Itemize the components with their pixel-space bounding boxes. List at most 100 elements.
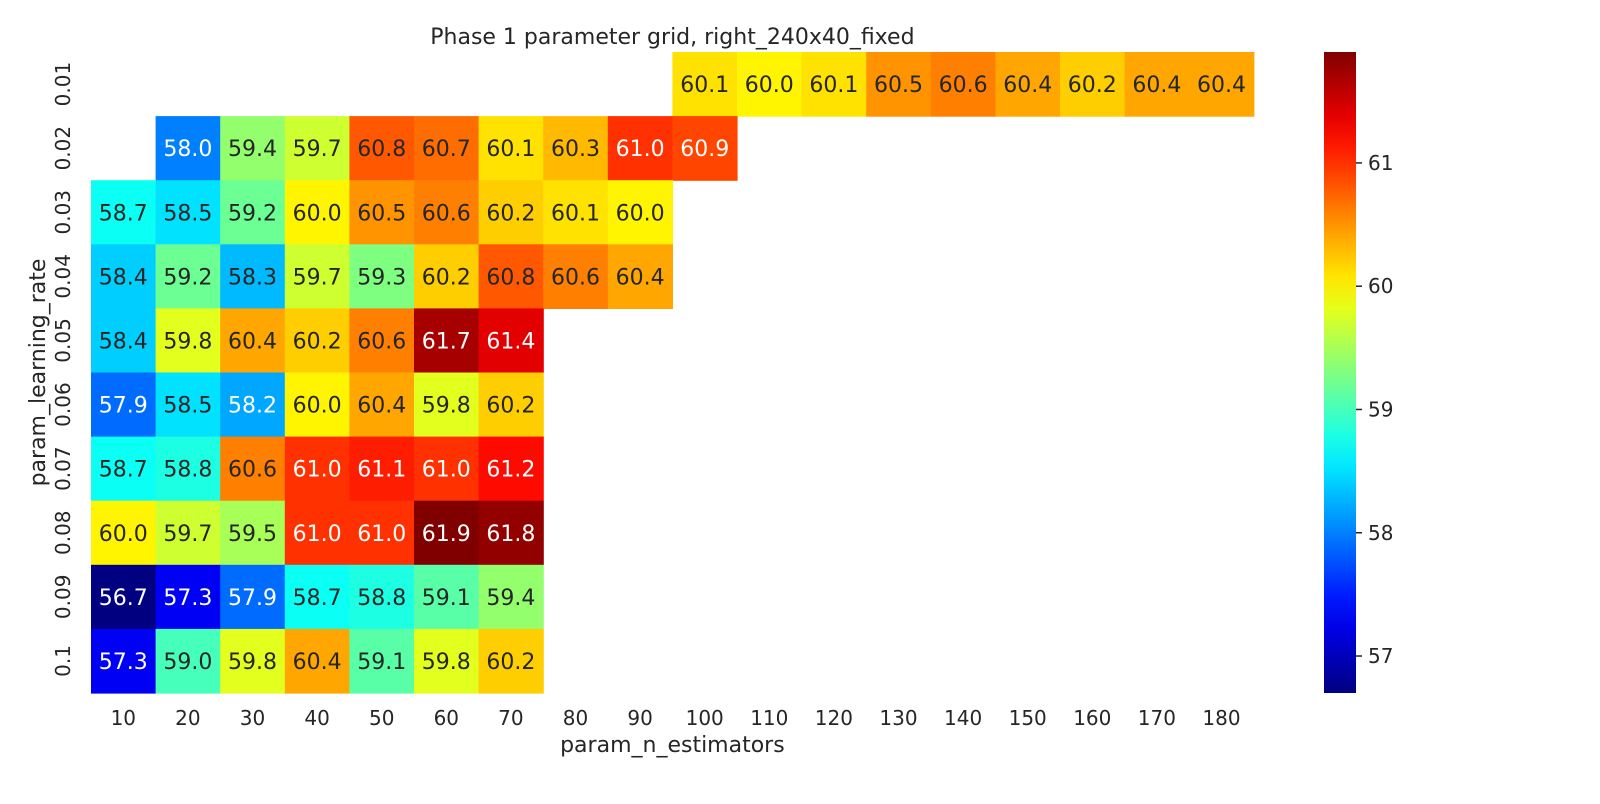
- heatmap-cell: [607, 180, 673, 245]
- heatmap-cell: [414, 308, 480, 374]
- cell-value-label: 61.0: [293, 522, 342, 547]
- heatmap-cell: [220, 436, 286, 502]
- cell-value-label: 59.2: [228, 201, 277, 226]
- cell-value-label: 60.0: [293, 394, 342, 419]
- cell-value-label: 59.2: [163, 265, 212, 290]
- y-tick-label: 0.05: [51, 318, 75, 363]
- cell-value-label: 59.7: [293, 137, 342, 162]
- heatmap-cell: [155, 180, 221, 245]
- x-tick-label: 120: [815, 706, 853, 730]
- cell-value-label: 60.8: [486, 265, 535, 290]
- heatmap-cell: [1124, 52, 1190, 117]
- heatmap-cell: [737, 52, 803, 117]
- heatmap-cell: [607, 116, 673, 181]
- heatmap-cell: [155, 244, 221, 309]
- cell-value-label: 59.1: [422, 586, 471, 611]
- x-tick-labels: 10 20 30 40 50 60 70 80 90 100 110 120 130 140 150 160 1…: [111, 706, 1241, 730]
- heatmap-cell: [478, 436, 544, 502]
- heatmap-cell: [220, 372, 286, 438]
- heatmap-cell: [478, 372, 544, 438]
- x-tick-label: 60: [434, 706, 459, 730]
- heatmap-cell: [284, 308, 350, 374]
- cell-value-label: 60.0: [99, 522, 148, 547]
- heatmap-cell: [91, 372, 157, 438]
- y-tick-label: 0.02: [51, 126, 75, 171]
- cell-value-label: 60.6: [939, 73, 988, 98]
- cell-value-label: 58.0: [163, 137, 212, 162]
- x-tick-label: 80: [563, 706, 588, 730]
- heatmap-cell: [478, 564, 544, 630]
- cell-value-label: 59.8: [422, 394, 471, 419]
- heatmap-cell: [478, 244, 544, 309]
- cell-value-label: 60.2: [422, 265, 471, 290]
- y-tick-label: 0.07: [51, 446, 75, 491]
- heatmap-cell: [543, 244, 609, 309]
- x-axis-label: param_n_estimators: [560, 733, 785, 758]
- heatmap-cell: [91, 436, 157, 502]
- cell-value-label: 60.6: [228, 458, 277, 483]
- heatmap-cell: [349, 628, 415, 694]
- cell-value-label: 59.7: [163, 522, 212, 547]
- heatmap-cell: [995, 52, 1061, 117]
- cell-value-label: 60.1: [551, 201, 600, 226]
- heatmap-cell: [284, 436, 350, 502]
- heatmap-cell: [91, 564, 157, 630]
- cell-value-label: 60.4: [1003, 73, 1052, 98]
- heatmap-cell: [414, 628, 480, 694]
- cell-value-label: 60.5: [874, 73, 923, 98]
- cell-value-label: 61.4: [486, 329, 535, 354]
- cell-value-label: 60.1: [680, 73, 729, 98]
- heatmap-cell: [478, 500, 544, 566]
- heatmap-cell: [478, 628, 544, 694]
- heatmap-cell: [155, 500, 221, 566]
- cell-value-label: 58.5: [163, 394, 212, 419]
- heatmap-cell: [155, 372, 221, 438]
- heatmap-cell: [414, 180, 480, 245]
- cell-value-label: 60.0: [616, 201, 665, 226]
- heatmap-cell: [930, 52, 996, 117]
- heatmap-cell: [349, 564, 415, 630]
- cell-value-label: 57.9: [99, 394, 148, 419]
- cell-value-label: 58.4: [99, 329, 148, 354]
- heatmap-cell: [1189, 52, 1255, 117]
- heatmap-cell: [478, 180, 544, 245]
- cell-value-label: 61.0: [357, 522, 406, 547]
- heatmap-cell: [349, 372, 415, 438]
- cell-value-label: 60.8: [357, 137, 406, 162]
- cell-value-label: 58.2: [228, 394, 277, 419]
- cell-value-label: 60.7: [422, 137, 471, 162]
- colorbar-tick-label: 61: [1368, 151, 1393, 175]
- x-tick-label: 40: [304, 706, 329, 730]
- cell-value-label: 59.5: [228, 522, 277, 547]
- cell-value-label: 60.3: [551, 137, 600, 162]
- cell-value-label: 61.0: [422, 458, 471, 483]
- y-tick-label: 0.06: [51, 382, 75, 427]
- cell-value-label: 60.9: [680, 137, 729, 162]
- cell-value-label: 60.6: [357, 329, 406, 354]
- cell-value-label: 61.0: [616, 137, 665, 162]
- colorbar-tick-label: 59: [1368, 397, 1393, 421]
- cell-value-label: 60.2: [1068, 73, 1117, 98]
- x-tick-label: 140: [944, 706, 982, 730]
- x-tick-label: 150: [1009, 706, 1047, 730]
- colorbar-gradient: [1324, 52, 1356, 693]
- heatmap-cell: [349, 500, 415, 566]
- x-tick-label: 170: [1138, 706, 1176, 730]
- cell-value-label: 60.4: [616, 265, 665, 290]
- cell-value-label: 61.9: [422, 522, 471, 547]
- cell-value-label: 60.6: [422, 201, 471, 226]
- cell-value-label: 60.1: [486, 137, 535, 162]
- heatmap-cell: [414, 244, 480, 309]
- heatmap-cell: [607, 244, 673, 309]
- heatmap-cell: [155, 564, 221, 630]
- x-tick-label: 180: [1202, 706, 1240, 730]
- y-tick-label: 0.08: [51, 510, 75, 555]
- cell-value-label: 58.7: [293, 586, 342, 611]
- heatmap-cell: [284, 180, 350, 245]
- heatmap-cell: [284, 244, 350, 309]
- cell-value-label: 58.5: [163, 201, 212, 226]
- x-tick-label: 20: [175, 706, 200, 730]
- heatmap-cell: [220, 628, 286, 694]
- heatmap-cell: [478, 308, 544, 374]
